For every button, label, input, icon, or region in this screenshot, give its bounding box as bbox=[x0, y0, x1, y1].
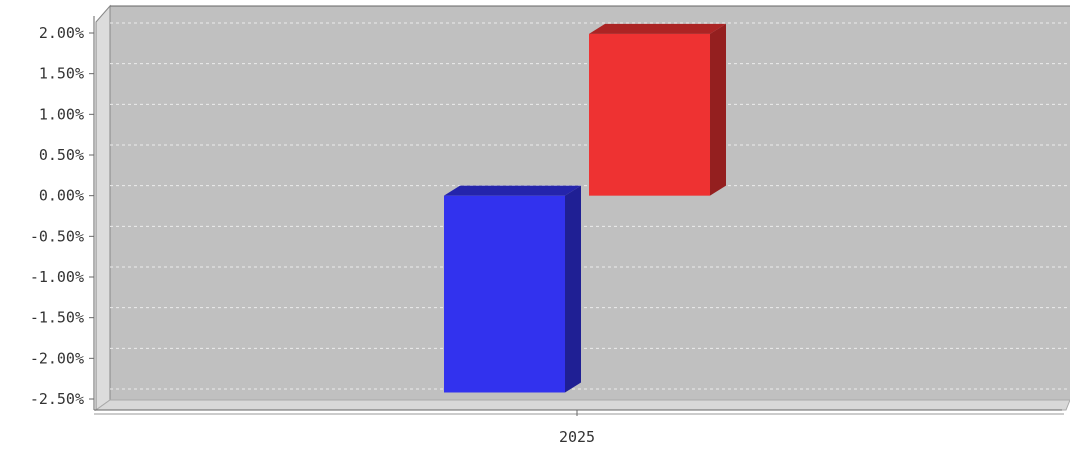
bar-side bbox=[565, 185, 581, 393]
axes bbox=[89, 16, 1064, 416]
x-tick-label: 2025 bbox=[559, 428, 595, 446]
y-tick-label: 0.50% bbox=[39, 146, 84, 164]
bar-front bbox=[444, 195, 565, 393]
plot-left-wall bbox=[95, 4, 111, 411]
y-tick-label: -2.00% bbox=[30, 349, 84, 367]
y-tick-label: 2.00% bbox=[39, 24, 84, 42]
tick-labels: 2.00% 1.50% 1.00% 0.50% 0.00% -0.50% -1.00% -1.… bbox=[30, 24, 595, 446]
bar-series-2 bbox=[589, 23, 726, 196]
y-tick-label: 0.00% bbox=[39, 187, 84, 205]
y-tick-label: 1.50% bbox=[39, 65, 84, 83]
y-tick-label: -1.00% bbox=[30, 268, 84, 286]
y-tick-label: 1.00% bbox=[39, 105, 84, 123]
bars bbox=[444, 23, 726, 393]
bar-side bbox=[710, 23, 726, 196]
bar-top bbox=[444, 185, 581, 196]
bar-series-1 bbox=[444, 185, 581, 393]
bar-top bbox=[589, 23, 726, 34]
plot-floor bbox=[94, 399, 1070, 411]
bar-front bbox=[589, 33, 710, 196]
y-tick-label: -2.50% bbox=[30, 390, 84, 408]
y-tick-label: -1.50% bbox=[30, 309, 84, 327]
y-tick-label: -0.50% bbox=[30, 227, 84, 245]
plot-background bbox=[94, 4, 1070, 411]
